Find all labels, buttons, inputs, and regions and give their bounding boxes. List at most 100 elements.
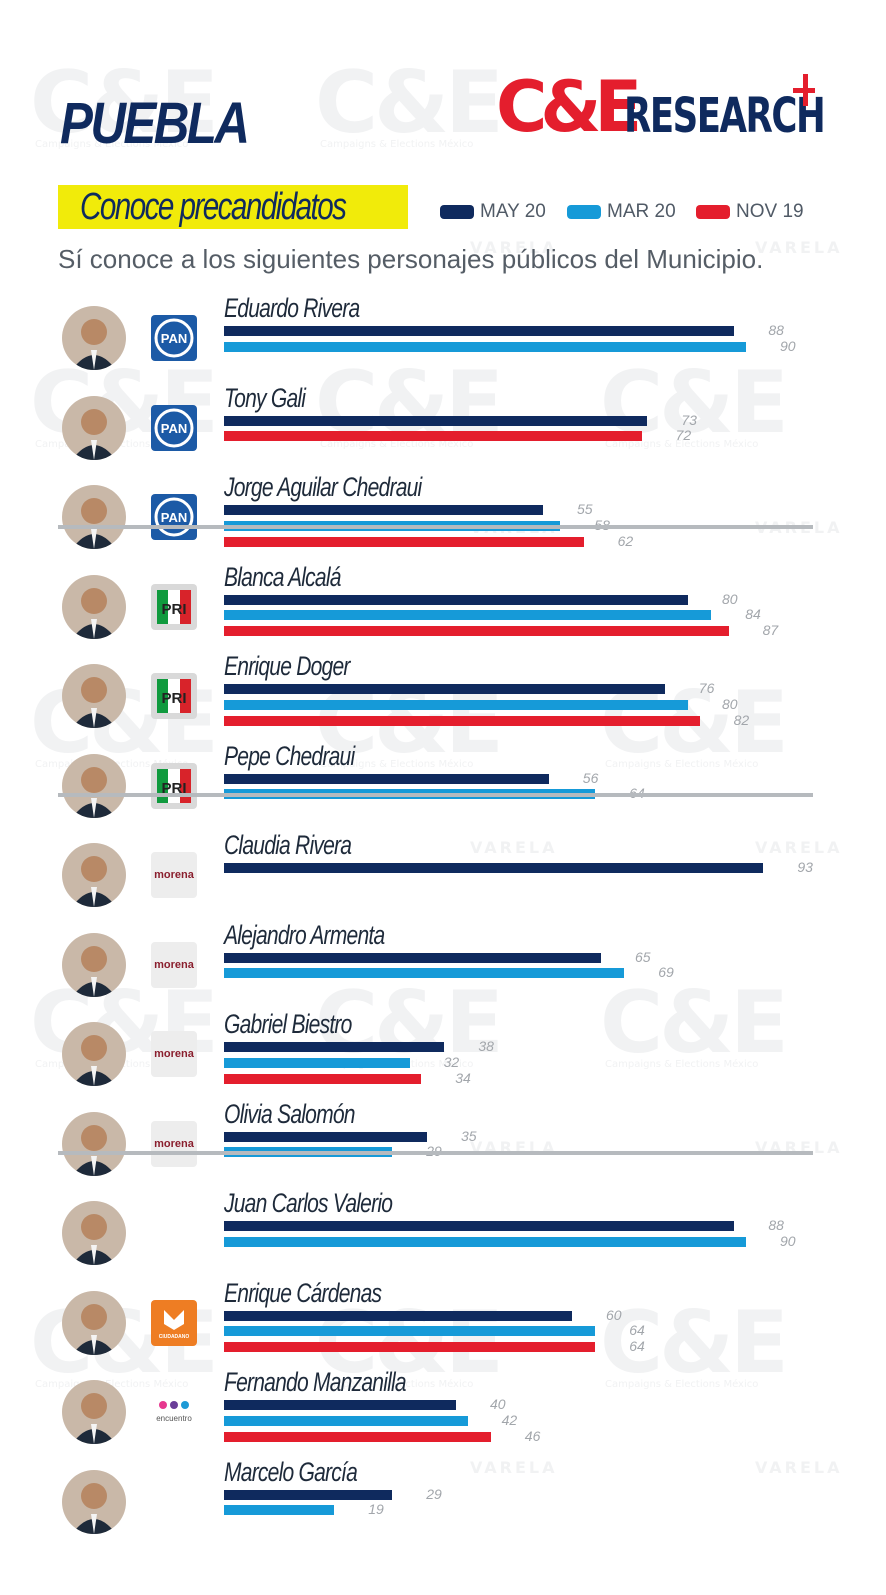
legend-item: MAY 20 [440,201,546,223]
ce-research-logo: C&E RESEARCH [496,66,826,148]
bar-value-label: 90 [780,337,796,354]
candidate-name: Marcelo García [224,1456,358,1487]
group-separator [58,793,813,797]
svg-text:encuentro: encuentro [156,1414,192,1423]
candidate-photo [62,306,126,370]
bar-may20 [224,1221,735,1231]
candidate-name: Alejandro Armenta [224,919,385,950]
watermark-subtext: Campaigns & Elections México [320,759,474,770]
candidate-name: Jorge Aguilar Chedraui [224,472,422,502]
legend-swatch [440,205,474,219]
watermark-subtext: Campaigns & Elections México [320,139,474,150]
svg-text:morena: morena [154,1138,195,1150]
candidate-photo [62,753,126,818]
legend-label: NOV 19 [736,201,804,222]
bar-value-label: 84 [745,606,761,623]
bar-nov19 [224,1073,422,1084]
bar-mar20 [224,1057,410,1068]
group-separator [58,1151,813,1155]
pri-party-icon: PRI [151,583,197,630]
pan-party-icon: PAN [151,404,197,451]
svg-text:PRI: PRI [161,601,186,618]
bar-value-label: 64 [629,1338,645,1355]
bar-value-label: 76 [698,680,715,696]
candidate-photo [62,1022,126,1086]
bar-nov19 [224,626,729,637]
pan-party-icon: PAN [151,494,197,540]
bar-may20 [224,1131,427,1142]
bar-value-label: 60 [606,1306,622,1323]
watermark-text: C&E [600,1293,789,1393]
bar-nov19 [224,536,584,547]
watermark-varela: VARELA [755,838,843,857]
bar-may20 [224,773,549,784]
watermark-subtext: Campaigns & Elections México [320,439,474,450]
candidate-name: Tony Gali [224,382,306,413]
bar-mar20 [224,1326,596,1337]
bar-mar20 [224,1236,746,1247]
bar-value-label: 80 [722,590,738,607]
section-title-highlight [58,185,408,229]
bar-value-label: 93 [797,859,813,875]
svg-text:morena: morena [154,1048,195,1060]
candidate-photo [62,574,126,639]
bar-may20 [224,415,648,426]
bar-value-label: 38 [478,1038,494,1054]
bar-nov19 [224,431,642,442]
bar-mar20 [224,1415,468,1426]
candidate-name: Gabriel Biestro [224,1009,352,1039]
legend-label: MAY 20 [480,201,546,222]
bar-value-label: 88 [768,322,784,338]
watermark-text: C&E [315,53,504,153]
bar-value-label: 34 [455,1069,471,1086]
bar-value-label: 56 [582,769,599,786]
svg-text:PAN: PAN [161,421,187,436]
bar-may20 [224,326,735,336]
candidate-name: Claudia Rivera [224,830,352,860]
bar-value-label: 87 [762,622,779,639]
bar-value-label: 64 [629,1322,645,1339]
region-title: PUEBLA [60,91,250,156]
watermark-subtext: Campaigns & Elections México [605,1379,759,1390]
bar-value-label: 55 [577,501,593,517]
candidate-photo [62,1380,126,1444]
bar-mar20 [224,341,746,352]
candidate-photo [62,1469,126,1534]
watermark-subtext: Campaigns & Elections México [605,759,759,770]
candidate-photo [62,485,126,549]
movimiento-ciudadano-icon: CIUDADANO [151,1299,197,1346]
candidate-photo [62,1290,126,1355]
candidate-name: Eduardo Rivera [224,293,360,323]
watermark-varela: VARELA [755,1458,843,1477]
candidate-name: Enrique Cárdenas [224,1277,382,1308]
candidate-photo [62,1111,126,1176]
bar-may20 [224,1400,456,1410]
morena-party-icon: morena [151,1120,197,1167]
pri-party-icon: PRI [151,673,197,719]
legend-swatch [567,205,601,219]
bar-value-label: 42 [501,1411,518,1428]
svg-text:PAN: PAN [161,510,187,525]
bar-value-label: 32 [443,1053,460,1070]
section-title: Conoce precandidatos [80,186,347,228]
svg-text:PRI: PRI [161,780,186,797]
bar-value-label: 40 [490,1396,506,1412]
bar-value-label: 19 [368,1501,384,1518]
watermark-subtext: Campaigns & Elections México [605,439,759,450]
watermark-varela: VARELA [755,238,843,257]
bar-value-label: 72 [675,427,692,444]
bar-nov19 [224,715,700,726]
bar-may20 [224,863,764,873]
bar-value-label: 80 [722,695,738,712]
bar-mar20 [224,610,712,621]
pri-party-icon: PRI [151,762,197,809]
candidate-photo [62,395,126,460]
encuentro-social-icon: encuentro [151,1389,197,1435]
bar-nov19 [224,1431,491,1442]
watermark-varela: VARELA [470,1458,558,1477]
candidate-photo [62,932,126,997]
bar-value-label: 46 [524,1427,541,1444]
svg-text:morena: morena [154,959,195,971]
bar-value-label: 90 [780,1232,796,1249]
candidate-name: Juan Carlos Valerio [224,1188,393,1218]
